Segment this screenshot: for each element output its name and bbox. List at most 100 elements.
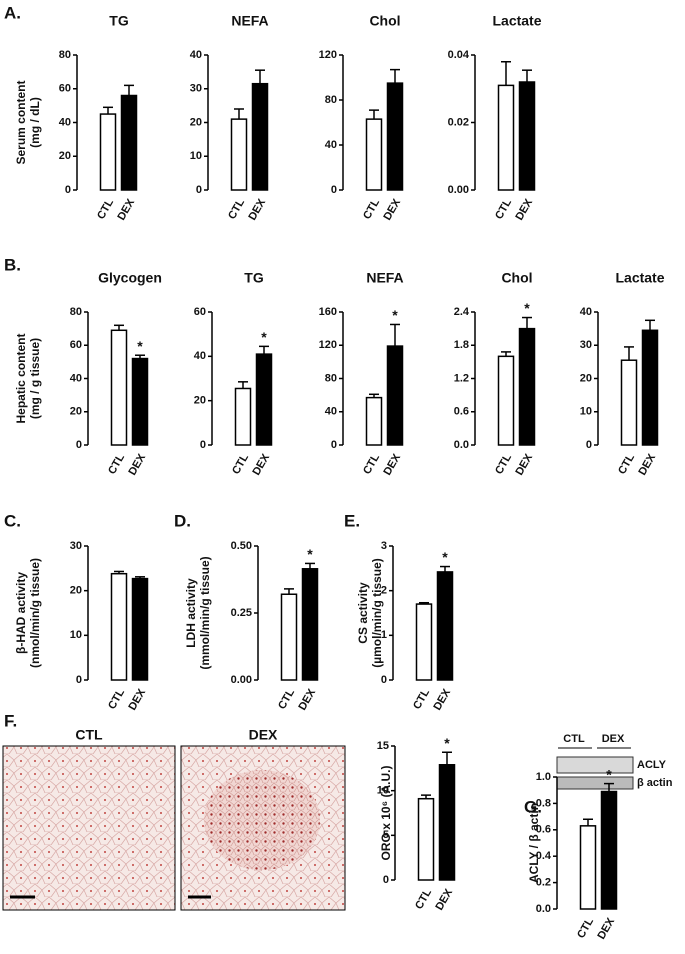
bar — [386, 82, 404, 191]
bar — [497, 355, 515, 446]
x-tick-label: DEX — [296, 686, 318, 712]
bar — [620, 359, 638, 446]
y-tick-label: 0.04 — [448, 49, 470, 61]
y-tick-label: 160 — [319, 306, 337, 318]
y-tick-label: 0 — [76, 674, 82, 686]
micrograph-border — [180, 745, 346, 911]
panel-label: G. — [524, 797, 542, 816]
bar — [641, 329, 659, 446]
y-tick-label: 0 — [196, 184, 202, 196]
x-tick-label: DEX — [513, 196, 535, 222]
significance-mark: * — [261, 329, 267, 345]
y-axis-label: (nmol/min/g tissue) — [28, 558, 42, 668]
y-tick-label: 80 — [325, 372, 337, 384]
bar — [234, 387, 252, 446]
x-tick-label: DEX — [115, 196, 137, 222]
y-tick-label: 0.50 — [231, 540, 252, 552]
y-tick-label: 10 — [580, 406, 592, 418]
x-tick-label: DEX — [250, 451, 272, 477]
x-tick-label: CTL — [575, 916, 596, 941]
x-tick-label: CTL — [106, 687, 127, 712]
bar — [251, 82, 269, 191]
chart-title: TG — [109, 13, 129, 29]
chart-title: Glycogen — [98, 270, 162, 286]
bar — [436, 571, 454, 681]
significance-mark: * — [444, 735, 450, 751]
y-tick-label: 1.0 — [536, 771, 551, 783]
y-tick-label: 2 — [381, 585, 387, 597]
y-tick-label: 40 — [190, 49, 202, 61]
y-tick-label: 120 — [319, 49, 337, 61]
x-tick-label: CTL — [226, 197, 247, 222]
y-tick-label: 0 — [331, 184, 337, 196]
y-tick-label: 0.2 — [536, 877, 551, 889]
blot-label: ACLY — [637, 759, 667, 771]
y-tick-label: 3 — [381, 540, 387, 552]
y-tick-label: 60 — [59, 83, 71, 95]
blot-group: CTL — [563, 733, 585, 745]
y-tick-label: 0.25 — [231, 607, 252, 619]
y-tick-label: 10 — [70, 629, 82, 641]
y-tick-label: 0 — [383, 874, 389, 886]
y-tick-label: 80 — [59, 49, 71, 61]
y-tick-label: 80 — [70, 306, 82, 318]
chart-title: Lactate — [615, 270, 664, 286]
x-tick-label: CTL — [361, 197, 382, 222]
y-axis-label: β-HAD activity — [14, 572, 28, 654]
y-tick-label: 2.4 — [454, 306, 470, 318]
x-tick-label: CTL — [230, 452, 251, 477]
x-tick-label: DEX — [431, 686, 453, 712]
blot-band — [556, 776, 634, 790]
y-tick-label: 0.0 — [454, 439, 469, 451]
bar — [415, 603, 433, 681]
y-tick-label: 40 — [70, 372, 82, 384]
x-tick-label: DEX — [513, 451, 535, 477]
y-axis-label: Hepatic content — [14, 333, 28, 423]
panel-label: A. — [4, 3, 21, 22]
y-tick-label: 20 — [580, 372, 592, 384]
blot-label: β actin — [637, 777, 673, 789]
y-axis-label: ACLY / β actin — [527, 803, 541, 883]
y-tick-label: 0.00 — [231, 674, 252, 686]
bar — [497, 84, 515, 191]
bar — [417, 797, 435, 881]
y-tick-label: 0 — [200, 439, 206, 451]
y-tick-label: 1.8 — [454, 339, 469, 351]
y-tick-label: 60 — [70, 339, 82, 351]
y-tick-label: 30 — [580, 339, 592, 351]
x-tick-label: CTL — [493, 452, 514, 477]
y-tick-label: 40 — [325, 139, 337, 151]
chart-title: TG — [244, 270, 264, 286]
x-tick-label: CTL — [411, 687, 432, 712]
y-axis-label: LDH activity — [184, 578, 198, 648]
bar — [438, 764, 456, 881]
x-tick-label: DEX — [433, 886, 455, 912]
bar — [99, 113, 117, 191]
bar — [365, 396, 383, 446]
panel-label: B. — [4, 255, 21, 274]
x-tick-label: CTL — [361, 452, 382, 477]
bar — [365, 118, 383, 191]
y-tick-label: 40 — [325, 406, 337, 418]
x-tick-label: CTL — [106, 452, 127, 477]
y-tick-label: 15 — [377, 740, 389, 752]
x-tick-label: DEX — [126, 686, 148, 712]
y-tick-label: 5 — [383, 829, 389, 841]
y-tick-label: 20 — [190, 116, 202, 128]
y-tick-label: 0.8 — [536, 797, 551, 809]
y-tick-label: 60 — [194, 306, 206, 318]
y-tick-label: 40 — [194, 350, 206, 362]
chart-title: Lactate — [492, 13, 541, 29]
bar — [600, 790, 618, 910]
x-tick-label: CTL — [95, 197, 116, 222]
panel-label: D. — [174, 511, 191, 530]
y-tick-label: 10 — [377, 785, 389, 797]
x-tick-label: CTL — [493, 197, 514, 222]
y-tick-label: 0.00 — [448, 184, 469, 196]
y-tick-label: 40 — [580, 306, 592, 318]
micrograph-title: CTL — [75, 727, 103, 743]
y-axis-label: CS activity — [356, 582, 370, 644]
bar — [120, 94, 138, 191]
x-tick-label: DEX — [381, 196, 403, 222]
y-tick-label: 30 — [70, 540, 82, 552]
